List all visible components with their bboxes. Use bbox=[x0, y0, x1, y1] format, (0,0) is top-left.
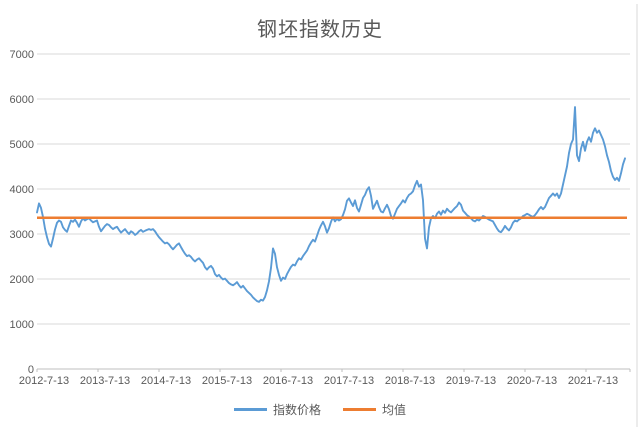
y-axis-tick-label: 6000 bbox=[10, 94, 34, 106]
x-axis-tick-label: 2020-7-13 bbox=[507, 375, 557, 387]
x-axis-tick-label: 2016-7-13 bbox=[263, 375, 313, 387]
x-axis-tick-label: 2015-7-13 bbox=[202, 375, 252, 387]
x-axis-tick-label: 2019-7-13 bbox=[446, 375, 496, 387]
price-line-series bbox=[36, 106, 626, 303]
chart-title: 钢坯指数历史 bbox=[257, 19, 383, 41]
y-axis-tick-label: 0 bbox=[28, 364, 34, 376]
chart-legend: 指数价格 均值 bbox=[0, 399, 640, 419]
x-axis-tick-label: 2017-7-13 bbox=[324, 375, 374, 387]
x-axis-tick-label: 2018-7-13 bbox=[385, 375, 435, 387]
x-axis-tick-label: 2014-7-13 bbox=[141, 375, 191, 387]
y-axis-tick-label: 5000 bbox=[10, 139, 34, 151]
legend-label-price: 指数价格 bbox=[272, 402, 321, 417]
legend-line-swatch-mean bbox=[343, 407, 376, 411]
y-axis-tick-label: 3000 bbox=[10, 229, 34, 241]
legend-label-mean: 均值 bbox=[382, 402, 407, 417]
x-axis-tick-label: 2021-7-13 bbox=[568, 375, 618, 387]
legend-line-swatch-price bbox=[233, 407, 267, 411]
y-axis-tick-label: 4000 bbox=[10, 184, 34, 196]
x-axis-tick-label: 2012-7-13 bbox=[19, 375, 69, 387]
x-axis-tick-label: 2013-7-13 bbox=[80, 375, 130, 387]
y-axis-tick-label: 7000 bbox=[10, 49, 34, 61]
y-axis-tick-label: 2000 bbox=[10, 274, 34, 286]
y-axis-tick-label: 1000 bbox=[10, 319, 34, 331]
legend-item-mean: 均值 bbox=[343, 401, 406, 418]
legend-item-price: 指数价格 bbox=[233, 401, 321, 418]
